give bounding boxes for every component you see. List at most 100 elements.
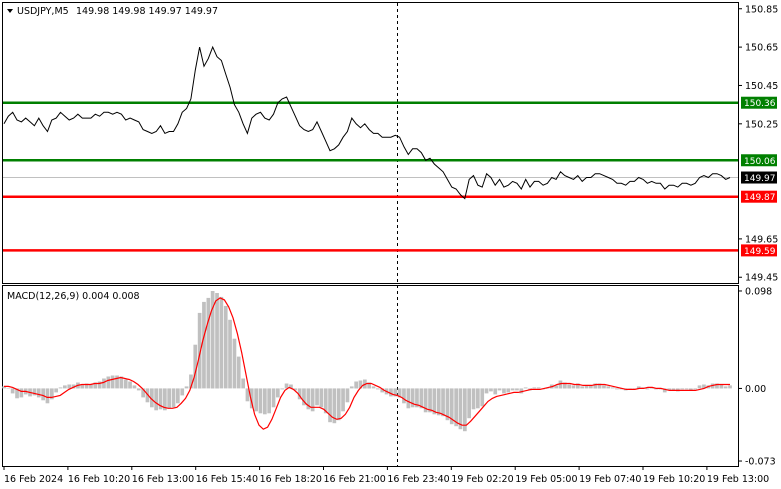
current-price-tag: 149.97	[741, 171, 777, 184]
macd-bar	[397, 388, 402, 398]
ohlc-readout: 149.98 149.98 149.97 149.97	[76, 6, 218, 17]
macd-bar	[219, 296, 224, 389]
time-tick-label: 16 Feb 10:20	[68, 474, 130, 485]
macd-bar	[19, 388, 24, 398]
price-line	[3, 45, 731, 200]
price-tag-label: 149.87	[744, 193, 776, 203]
macd-bar	[393, 388, 398, 397]
macd-bar	[506, 388, 511, 393]
macd-bar	[628, 388, 632, 389]
price-tag-label: 149.97	[744, 174, 776, 184]
macd-tick-label: 0.098	[745, 286, 772, 297]
macd-bar	[67, 384, 72, 389]
macd-bar	[236, 356, 241, 389]
macd-bar	[719, 384, 724, 389]
time-tick-label: 16 Feb 2024	[4, 474, 63, 485]
macd-bar	[693, 388, 698, 390]
macd-bar	[341, 388, 345, 412]
macd-bar	[410, 388, 415, 408]
macd-bar	[289, 384, 293, 389]
macd-bar	[558, 380, 563, 389]
macd-bar	[723, 386, 728, 389]
macd-bar	[210, 291, 215, 389]
macd-bar	[510, 388, 515, 391]
macd-bar	[484, 388, 489, 394]
macd-bar	[41, 388, 45, 401]
macd-bar	[602, 385, 606, 389]
macd-bar	[119, 376, 124, 389]
macd-bar	[480, 388, 485, 407]
macd-bar	[228, 319, 232, 389]
macd-bar	[206, 297, 211, 389]
time-tick-label: 19 Feb 13:00	[707, 474, 769, 485]
macd-bar	[419, 388, 424, 409]
macd-bar	[319, 388, 324, 408]
macd-bar	[58, 387, 63, 389]
time-tick-label: 19 Feb 07:40	[579, 474, 641, 485]
macd-bar	[589, 385, 593, 389]
macd-bar	[645, 388, 650, 390]
macd-title: MACD(12,26,9) 0.004 0.008	[7, 291, 140, 302]
macd-bar	[154, 388, 158, 411]
macd-bar	[471, 388, 476, 410]
time-tick-label: 19 Feb 05:00	[515, 474, 577, 485]
macd-bar	[371, 386, 376, 389]
macd-bar	[662, 388, 667, 393]
macd-bar	[132, 385, 137, 389]
macd-bar	[180, 388, 185, 396]
macd-bar	[106, 376, 111, 389]
level-price-tag: 149.87	[741, 190, 777, 203]
level-price-tag: 150.36	[741, 96, 777, 109]
collapse-triangle-icon[interactable]	[7, 9, 13, 13]
macd-bar	[202, 301, 206, 389]
macd-bar	[367, 382, 371, 389]
macd-panel-frame	[2, 285, 739, 467]
price-level-tags: 150.36 150.06 149.87 149.59 149.97	[741, 96, 777, 257]
macd-bar	[445, 388, 450, 421]
macd-bar	[449, 388, 454, 425]
support-resistance-levels	[3, 101, 738, 252]
price-tick-label: 150.65	[745, 43, 778, 54]
macd-bar	[402, 388, 406, 404]
macd-bar	[523, 387, 528, 389]
macd-bar	[54, 388, 58, 393]
macd-bar	[136, 388, 141, 391]
macd-bar	[532, 387, 537, 389]
macd-bar	[615, 388, 619, 390]
price-header: USDJPY,M5 149.98 149.98 149.97 149.97	[7, 6, 218, 17]
macd-bar	[315, 388, 319, 406]
price-tag-label: 150.36	[744, 99, 776, 109]
macd-bar	[167, 388, 171, 409]
macd-bar	[336, 388, 341, 421]
macd-bar	[436, 388, 441, 416]
macd-bar	[102, 378, 106, 389]
macd-bar	[271, 388, 276, 408]
macd-tick-label: 0.00	[745, 384, 766, 395]
time-tick-label: 19 Feb 10:20	[643, 474, 705, 485]
macd-bar	[563, 382, 567, 389]
macd-signal-series	[4, 297, 730, 430]
macd-bar	[497, 388, 502, 391]
macd-bar	[36, 388, 41, 398]
macd-bar	[245, 388, 250, 402]
macd-bar	[415, 388, 419, 408]
macd-bar	[115, 375, 119, 389]
price-tag-bg	[741, 96, 777, 109]
macd-bar	[389, 388, 393, 397]
macd-bar	[671, 388, 676, 391]
macd-bar	[150, 388, 154, 408]
macd-bar	[493, 388, 498, 395]
price-tag-bg	[741, 244, 777, 257]
macd-bar	[584, 385, 589, 389]
macd-bar	[519, 388, 524, 394]
macd-bar	[189, 374, 193, 389]
level-price-tag: 150.06	[741, 154, 777, 167]
macd-bar	[254, 388, 258, 412]
macd-bar	[632, 388, 637, 389]
macd-bar	[284, 383, 289, 389]
price-tick-label: 149.65	[745, 234, 778, 245]
macd-bar	[554, 385, 558, 389]
macd-bar	[176, 388, 180, 404]
macd-bar	[197, 312, 202, 389]
